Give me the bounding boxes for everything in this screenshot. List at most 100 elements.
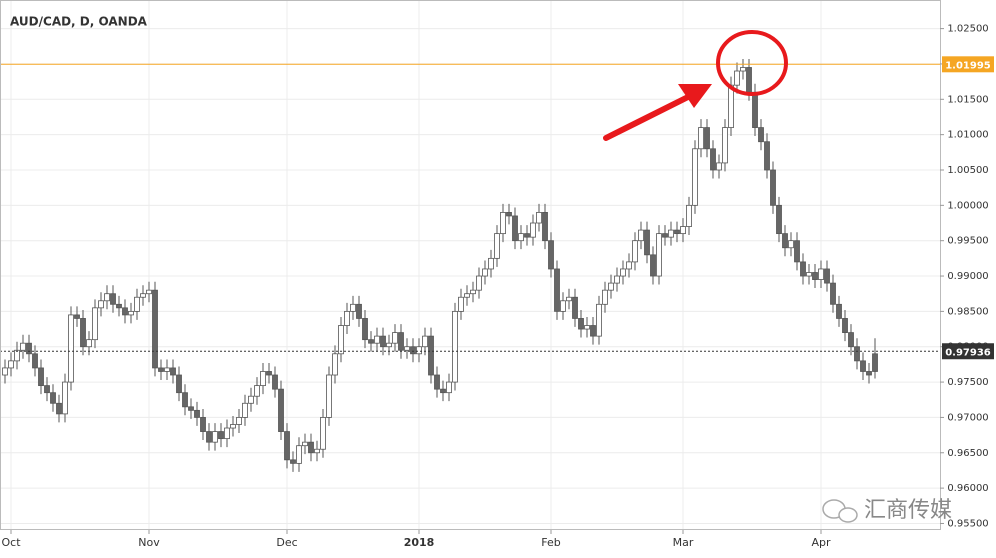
candle-body bbox=[500, 212, 506, 235]
candle-body bbox=[560, 300, 566, 312]
candle-body bbox=[404, 346, 410, 351]
candle-body bbox=[752, 91, 758, 128]
candle-body bbox=[218, 431, 224, 440]
candle-body bbox=[668, 229, 674, 238]
candle-body bbox=[536, 212, 542, 224]
candle-body bbox=[524, 233, 530, 238]
candle-body bbox=[854, 346, 860, 362]
candle-body bbox=[68, 314, 74, 383]
candle-body bbox=[698, 127, 704, 150]
candle-body bbox=[188, 406, 194, 411]
candle-body bbox=[590, 325, 596, 337]
candle-body bbox=[350, 303, 356, 312]
candle-body bbox=[644, 229, 650, 256]
candle-body bbox=[740, 67, 746, 72]
candle-body bbox=[80, 318, 86, 348]
candle-body bbox=[356, 303, 362, 319]
candle-body bbox=[362, 318, 368, 341]
y-tick-label: 1.00000 bbox=[947, 200, 988, 211]
candle-body bbox=[380, 335, 386, 348]
candle-body bbox=[374, 335, 380, 344]
candle-body bbox=[494, 233, 500, 259]
candle-body bbox=[26, 342, 32, 355]
candle-body bbox=[758, 127, 764, 143]
y-tick-label: 0.98500 bbox=[947, 306, 988, 317]
y-tick-label: 1.01000 bbox=[947, 130, 988, 141]
candle-body bbox=[386, 342, 392, 348]
x-tick-label: 2018 bbox=[404, 536, 435, 549]
candle-body bbox=[344, 310, 350, 326]
candle-body bbox=[770, 169, 776, 206]
axes: 0.955000.960000.965000.970000.975000.980… bbox=[1, 24, 994, 549]
candle-body bbox=[134, 296, 140, 312]
price-label-box bbox=[942, 56, 994, 73]
candle-body bbox=[278, 388, 284, 432]
candle-body bbox=[812, 272, 818, 280]
highlight-circle bbox=[716, 30, 788, 96]
candle-body bbox=[230, 424, 236, 429]
candle-body bbox=[572, 296, 578, 319]
candle-body bbox=[632, 240, 638, 263]
candle-body bbox=[338, 325, 344, 355]
candle-body bbox=[476, 275, 482, 291]
candle-body bbox=[674, 229, 680, 235]
candle-body bbox=[368, 339, 374, 344]
candle-body bbox=[518, 233, 524, 242]
candle-body bbox=[614, 275, 620, 284]
candle-body bbox=[722, 127, 728, 164]
price-label-box bbox=[942, 343, 994, 360]
candle-body bbox=[566, 296, 572, 302]
candle-body bbox=[176, 374, 182, 394]
candle-body bbox=[686, 204, 692, 227]
candle-body bbox=[410, 346, 416, 355]
y-tick-label: 1.00500 bbox=[947, 165, 988, 176]
watermark: 汇商传媒 bbox=[864, 498, 952, 523]
candle-body bbox=[272, 374, 278, 390]
x-tick-label: Dec bbox=[276, 536, 297, 549]
candle-body bbox=[254, 385, 260, 397]
candle-body bbox=[860, 360, 866, 372]
candle-body bbox=[74, 314, 80, 319]
candle-body bbox=[242, 402, 248, 418]
candle-body bbox=[224, 427, 230, 440]
candle-body bbox=[38, 367, 44, 387]
candle-body bbox=[164, 367, 170, 372]
candle-body bbox=[32, 353, 38, 369]
candle-body bbox=[152, 289, 158, 369]
y-tick-label: 1.01500 bbox=[947, 94, 988, 105]
candle-body bbox=[284, 431, 290, 461]
candle-body bbox=[626, 261, 632, 270]
x-tick-label: Apr bbox=[811, 536, 831, 549]
candle-body bbox=[200, 417, 206, 432]
candle-body bbox=[452, 310, 458, 383]
candle-body bbox=[716, 162, 722, 171]
candle-body bbox=[710, 148, 716, 171]
candle-body bbox=[14, 349, 20, 362]
candle-body bbox=[866, 371, 872, 376]
y-tick-label: 0.97000 bbox=[947, 412, 988, 423]
candle-body bbox=[848, 332, 854, 348]
candle-body bbox=[182, 392, 188, 408]
candle-body bbox=[44, 385, 50, 394]
candle-body bbox=[788, 240, 794, 249]
candle-body bbox=[656, 233, 662, 277]
candle-body bbox=[98, 300, 104, 309]
candle-body bbox=[818, 268, 824, 280]
candle-body bbox=[434, 374, 440, 390]
x-tick-label: Nov bbox=[138, 536, 160, 549]
candle-body bbox=[50, 392, 56, 404]
candle-body bbox=[302, 441, 308, 447]
candle-body bbox=[764, 141, 770, 171]
y-tick-label: 0.96500 bbox=[947, 448, 988, 459]
candle-body bbox=[470, 289, 476, 295]
candle-body bbox=[482, 268, 488, 277]
candle-body bbox=[416, 346, 422, 355]
candle-body bbox=[464, 293, 470, 298]
candle-body bbox=[116, 303, 122, 309]
candle-body bbox=[332, 353, 338, 376]
candle-body bbox=[608, 282, 614, 291]
y-tick-label: 0.99000 bbox=[947, 271, 988, 282]
candle-body bbox=[578, 318, 584, 330]
candle-body bbox=[830, 282, 836, 305]
